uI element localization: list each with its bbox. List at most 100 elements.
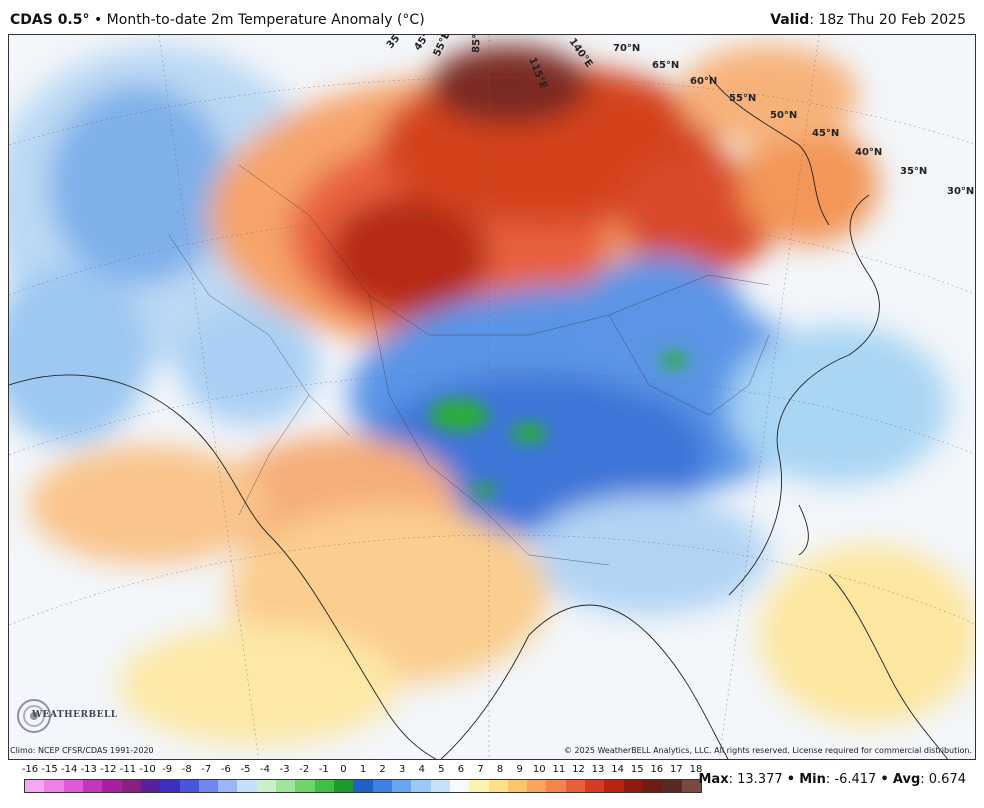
graticule xyxy=(9,35,975,759)
colorbar-tick-labels: -16 -15 -14 -13 -12 -11 -10 -9 -8 -7 -6 -5 -4 -3 -2 -1 0… xyxy=(22,764,703,778)
colorbar-tick-label: 2 xyxy=(379,764,386,775)
climo-note: Climo: NCEP CFSR/CDAS 1991-2020 xyxy=(10,746,154,755)
stats-sep-2: • xyxy=(880,772,889,787)
colorbar-tick-label: -4 xyxy=(260,764,271,775)
colorbar-cell xyxy=(82,780,103,792)
colorbar-tick-label: -15 xyxy=(41,764,58,775)
colorbar-tick-label: 15 xyxy=(630,764,644,775)
stats-summary: Max: 13.377 • Min: -6.417 • Avg: 0.674 xyxy=(699,772,967,787)
title-bullet: • xyxy=(93,12,103,28)
colorbar-tick-label: -7 xyxy=(201,764,212,775)
colorbar-cell xyxy=(372,780,392,792)
colorbar-tick-label: -2 xyxy=(299,764,310,775)
map-title: CDAS 0.5° • Month-to-date 2m Temperature… xyxy=(10,12,425,28)
colorbar-tick-label: -8 xyxy=(181,764,192,775)
colorbar-strip xyxy=(24,779,702,793)
colorbar-cell xyxy=(295,780,315,792)
colorbar-tick-label: 11 xyxy=(552,764,566,775)
colorbar-tick-label: -13 xyxy=(80,764,97,775)
colorbar: -16 -15 -14 -13 -12 -11 -10 -9 -8 -7 -6 -5 -4 -3 -2 -1 0… xyxy=(22,764,703,804)
colorbar-tick-label: -1 xyxy=(318,764,329,775)
colorbar-cell xyxy=(218,780,238,792)
colorbar-cell xyxy=(662,780,682,792)
copyright-note: © 2025 WeatherBELL Analytics, LLC. All r… xyxy=(564,746,972,755)
colorbar-cell xyxy=(469,780,489,792)
colorbar-tick-label: -3 xyxy=(279,764,290,775)
title-text: Month-to-date 2m Temperature Anomaly (°C… xyxy=(106,12,425,28)
lat-label-60: 60°N xyxy=(690,76,717,87)
lat-label-70: 70°N xyxy=(613,43,640,54)
colorbar-cell xyxy=(488,780,508,792)
colorbar-cell xyxy=(527,780,547,792)
coastlines xyxy=(9,74,949,759)
colorbar-cell xyxy=(507,780,528,792)
min-label: Min xyxy=(799,772,826,787)
stats-sep-1: • xyxy=(786,772,796,787)
max-value: : 13.377 xyxy=(728,772,783,787)
weatherbell-logo: WEATHERBELL xyxy=(14,696,117,736)
colorbar-cell xyxy=(44,780,64,792)
colorbar-cell xyxy=(391,780,412,792)
lon-label-85: 85°E xyxy=(471,35,483,53)
avg-value: : 0.674 xyxy=(920,772,966,787)
lat-label-40: 40°N xyxy=(855,147,882,158)
colorbar-cell xyxy=(546,780,566,792)
colorbar-tick-label: -5 xyxy=(240,764,251,775)
colorbar-cell xyxy=(353,780,373,792)
colorbar-cell xyxy=(623,780,643,792)
colorbar-tick-label: -6 xyxy=(220,764,231,775)
header: CDAS 0.5° • Month-to-date 2m Temperature… xyxy=(0,0,984,34)
lat-label-65: 65°N xyxy=(652,60,679,71)
colorbar-cell xyxy=(565,780,586,792)
colorbar-tick-label: 14 xyxy=(611,764,625,775)
colorbar-cell xyxy=(63,780,83,792)
colorbar-cell xyxy=(334,780,354,792)
colorbar-tick-label: 18 xyxy=(689,764,703,775)
colorbar-tick-label: 8 xyxy=(496,764,504,775)
valid-value: : 18z Thu 20 Feb 2025 xyxy=(809,12,966,28)
colorbar-cell xyxy=(430,780,450,792)
colorbar-cell xyxy=(585,780,605,792)
borders xyxy=(168,164,770,566)
colorbar-cell xyxy=(140,780,161,792)
lat-label-45: 45°N xyxy=(812,128,839,139)
colorbar-cell xyxy=(179,780,199,792)
valid-time: Valid: 18z Thu 20 Feb 2025 xyxy=(770,12,966,28)
logo-text: WEATHERBELL xyxy=(32,710,118,720)
colorbar-cell xyxy=(256,780,277,792)
valid-label: Valid xyxy=(770,12,810,28)
colorbar-cell xyxy=(160,780,180,792)
min-value: : -6.417 xyxy=(825,772,877,787)
lat-label-35: 35°N xyxy=(900,166,927,177)
colorbar-tick-label: 13 xyxy=(591,764,605,775)
anomaly-field xyxy=(9,45,975,745)
colorbar-cell xyxy=(198,780,219,792)
colorbar-tick-label: 16 xyxy=(650,764,664,775)
product-name: CDAS 0.5 xyxy=(10,12,83,28)
latitude-labels: 70°N 65°N 60°N 55°N 50°N 45°N 40°N 35°N … xyxy=(613,43,974,197)
colorbar-tick-label: -11 xyxy=(119,764,137,775)
colorbar-tick-label: 17 xyxy=(670,764,683,775)
colorbar-tick-label: 9 xyxy=(516,764,523,775)
colorbar-tick-label: 7 xyxy=(477,764,484,775)
colorbar-tick-label: -14 xyxy=(61,764,78,775)
colorbar-cell xyxy=(314,780,334,792)
colorbar-tick-label: 1 xyxy=(359,764,367,775)
anomaly-map: 70°N 65°N 60°N 55°N 50°N 45°N 40°N 35°N … xyxy=(8,34,976,760)
map-canvas: 70°N 65°N 60°N 55°N 50°N 45°N 40°N 35°N … xyxy=(9,35,975,759)
cold-cores xyxy=(429,352,688,497)
colorbar-tick-label: -10 xyxy=(139,764,156,775)
colorbar-cell xyxy=(276,780,296,792)
colorbar-tick-label: 3 xyxy=(398,764,406,775)
colorbar-cell xyxy=(681,780,701,792)
colorbar-cell xyxy=(25,780,45,792)
colorbar-tick-label: 10 xyxy=(532,764,546,775)
colorbar-tick-label: 12 xyxy=(572,764,585,775)
lat-label-30: 30°N xyxy=(947,186,974,197)
colorbar-tick-label: 6 xyxy=(457,764,465,775)
colorbar-tick-label: -9 xyxy=(162,764,173,775)
colorbar-cell xyxy=(102,780,122,792)
colorbar-cell xyxy=(121,780,141,792)
colorbar-tick-label: 5 xyxy=(438,764,445,775)
max-label: Max xyxy=(698,772,729,787)
